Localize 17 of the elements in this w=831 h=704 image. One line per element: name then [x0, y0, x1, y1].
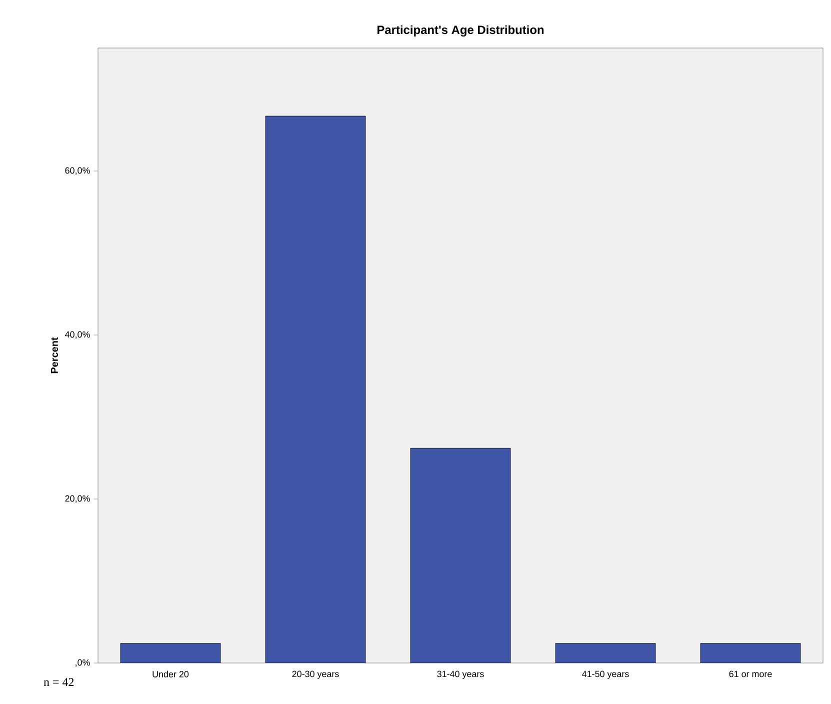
y-tick-label: 20,0% [65, 495, 90, 503]
x-tick-label: 31-40 years [437, 670, 484, 679]
bar [410, 448, 511, 663]
x-tick-label: 41-50 years [582, 670, 629, 679]
x-tick-label: 20-30 years [292, 670, 339, 679]
y-tick-label: 40,0% [65, 331, 90, 339]
x-tick-label: 61 or more [729, 670, 772, 678]
bar [120, 643, 221, 663]
y-axis-title: Percent [51, 337, 58, 374]
y-tick-label: ,0% [76, 659, 90, 667]
x-tick-label: Under 20 [152, 670, 189, 678]
bar [700, 643, 801, 663]
chart-title: Participant's Age Distribution [378, 25, 544, 36]
bar [265, 116, 366, 663]
text: n = 42 [44, 678, 74, 686]
bar [555, 643, 656, 663]
y-tick-label: 60,0% [65, 167, 90, 175]
